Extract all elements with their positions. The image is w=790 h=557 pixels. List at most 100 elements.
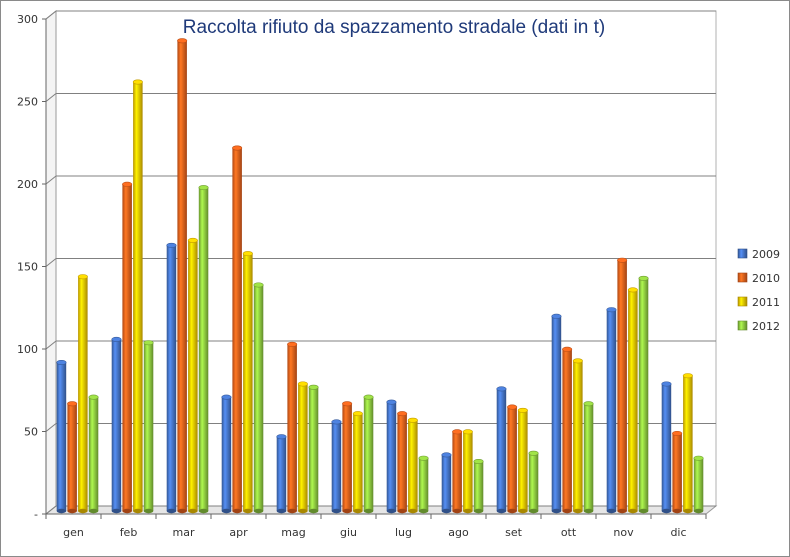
legend-label-2009: 2009 bbox=[752, 248, 780, 261]
bar-top-2012-lug bbox=[418, 455, 429, 461]
bar-top-2010-mag bbox=[287, 341, 298, 347]
bar-base-2012-mar bbox=[198, 508, 209, 514]
bar-2009-apr bbox=[221, 397, 232, 511]
bar-2012-mar bbox=[198, 187, 209, 511]
bar-2011-mar bbox=[188, 240, 198, 511]
x-tick-label: mag bbox=[281, 526, 305, 539]
bar-base-2009-lug bbox=[386, 508, 397, 514]
gridline-depth bbox=[45, 93, 57, 102]
x-tick-label: ago bbox=[448, 526, 469, 539]
bar-top-2011-gen bbox=[77, 274, 88, 280]
bar-base-2011-nov bbox=[628, 508, 638, 514]
bar-2009-set bbox=[496, 388, 507, 511]
bar-2012-ott bbox=[583, 403, 594, 511]
bar-base-2010-set bbox=[507, 508, 517, 514]
bar-2010-giu bbox=[342, 403, 352, 511]
y-tick-label: 50 bbox=[24, 426, 38, 439]
bar-base-2010-ago bbox=[452, 508, 462, 514]
x-tick-label: lug bbox=[395, 526, 412, 539]
bar-top-2012-apr bbox=[253, 282, 264, 288]
bar-base-2009-giu bbox=[331, 508, 342, 514]
bar-base-2012-apr bbox=[253, 508, 264, 514]
bar-2009-feb bbox=[111, 339, 122, 511]
bar-2011-mag bbox=[298, 383, 308, 511]
y-tick-label: 150 bbox=[17, 261, 38, 274]
bar-2011-lug bbox=[408, 420, 418, 511]
bar-base-2010-mar bbox=[177, 508, 187, 514]
bar-top-2011-nov bbox=[627, 287, 638, 293]
bar-base-2011-apr bbox=[243, 508, 253, 514]
y-tick-label: 250 bbox=[17, 96, 38, 109]
bar-top-2010-apr bbox=[232, 145, 243, 151]
legend-swatch-2010 bbox=[737, 272, 748, 283]
bar-base-2012-nov bbox=[638, 508, 649, 514]
gridline-depth bbox=[45, 10, 57, 20]
y-tick-label: 200 bbox=[17, 178, 38, 191]
bar-top-2011-set bbox=[517, 407, 528, 413]
bar-top-2012-feb bbox=[143, 340, 154, 346]
bar-base-2010-mag bbox=[287, 508, 297, 514]
bar-base-2011-ott bbox=[573, 508, 583, 514]
bar-base-2012-ago bbox=[473, 508, 484, 514]
bar-2009-ago bbox=[441, 454, 452, 511]
bar-2009-lug bbox=[386, 402, 397, 511]
gridline-depth bbox=[45, 175, 57, 185]
bar-base-2009-nov bbox=[606, 508, 617, 514]
bar-base-2011-mag bbox=[298, 508, 308, 514]
bar-base-2009-dic bbox=[661, 508, 672, 514]
legend-swatch-2012 bbox=[737, 320, 748, 331]
bar-2012-ago bbox=[473, 461, 484, 511]
bar-top-2010-gen bbox=[67, 401, 78, 407]
y-tick-label: 100 bbox=[17, 343, 38, 356]
bar-top-2009-apr bbox=[221, 394, 232, 400]
bar-top-2009-gen bbox=[56, 359, 67, 365]
x-tick-label: apr bbox=[229, 526, 248, 539]
legend-label-2010: 2010 bbox=[752, 272, 780, 285]
bar-base-2010-lug bbox=[397, 508, 407, 514]
bar-2009-dic bbox=[661, 383, 672, 511]
bar-2012-feb bbox=[143, 342, 154, 511]
bar-2010-ago bbox=[452, 431, 462, 511]
bar-2012-giu bbox=[363, 397, 374, 511]
bar-top-2011-ago bbox=[462, 429, 473, 435]
bar-base-2010-giu bbox=[342, 508, 352, 514]
bar-base-2010-feb bbox=[122, 508, 132, 514]
bar-base-2011-feb bbox=[133, 508, 143, 514]
bar-top-2010-dic bbox=[672, 430, 683, 436]
bar-2011-set bbox=[518, 410, 528, 511]
bar-2010-ott bbox=[562, 349, 572, 511]
bar-top-2009-feb bbox=[111, 336, 122, 342]
legend-label-2011: 2011 bbox=[752, 296, 780, 309]
bar-top-2011-apr bbox=[242, 251, 253, 257]
bar-top-2012-dic bbox=[693, 455, 704, 461]
bar-top-2011-feb bbox=[132, 79, 143, 85]
bar-base-2011-mar bbox=[188, 508, 198, 514]
bar-top-2011-mag bbox=[297, 381, 308, 387]
bar-2011-gen bbox=[78, 276, 88, 511]
bar-2011-apr bbox=[243, 253, 253, 511]
bar-top-2010-feb bbox=[122, 181, 133, 187]
bar-base-2012-mag bbox=[308, 508, 319, 514]
x-tick-label: set bbox=[505, 526, 522, 539]
bar-2009-giu bbox=[331, 421, 342, 511]
x-tick-label: dic bbox=[670, 526, 686, 539]
gridline-depth bbox=[45, 340, 57, 350]
bar-2010-dic bbox=[672, 433, 682, 511]
bar-top-2012-ott bbox=[583, 401, 594, 407]
bar-2010-apr bbox=[232, 148, 242, 511]
bar-top-2012-ago bbox=[473, 458, 484, 464]
bar-2010-nov bbox=[617, 260, 627, 511]
bar-top-2009-set bbox=[496, 386, 507, 392]
bar-base-2011-gen bbox=[78, 508, 88, 514]
bar-2012-dic bbox=[693, 458, 704, 511]
y-tick-label: - bbox=[34, 508, 38, 521]
bar-top-2009-giu bbox=[331, 419, 342, 425]
bar-top-2012-set bbox=[528, 450, 539, 456]
bar-base-2011-giu bbox=[353, 508, 363, 514]
x-tick-label: nov bbox=[613, 526, 634, 539]
bar-base-2010-dic bbox=[672, 508, 682, 514]
bar-base-2009-apr bbox=[221, 508, 232, 514]
bar-2010-gen bbox=[67, 403, 77, 511]
x-tick-label: giu bbox=[340, 526, 357, 539]
